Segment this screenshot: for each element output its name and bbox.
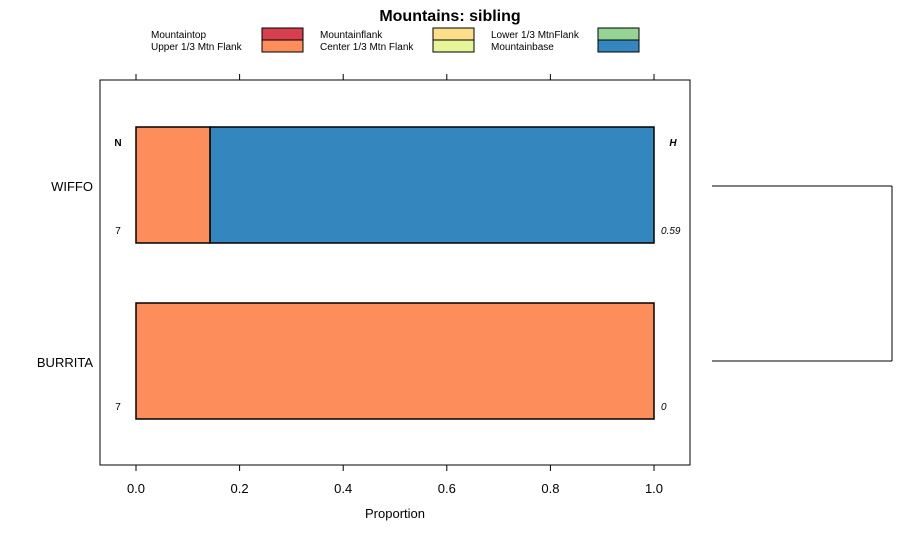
x-tick-label-3: 0.6 bbox=[438, 481, 456, 496]
category-label-burrita: BURRITA bbox=[37, 355, 93, 370]
legend-swatch-upper-1-3-mtn-flank bbox=[261, 39, 304, 53]
legend-swatch-mountaintop bbox=[261, 27, 304, 41]
n-column-header: N bbox=[114, 138, 121, 149]
h-label-wiffo: 0.59 bbox=[661, 226, 681, 237]
legend-label-center-1-3-mtn-flank: Center 1/3 Mtn Flank bbox=[320, 42, 414, 53]
x-tick-label-5: 1.0 bbox=[645, 481, 663, 496]
category-label-wiffo: WIFFO bbox=[51, 179, 93, 194]
bar-burrita-upper-1-3-mtn-flank bbox=[135, 302, 655, 420]
plot-frame bbox=[99, 79, 691, 466]
legend-label-mountainflank: Mountainflank bbox=[320, 30, 383, 41]
legend-label-upper-1-3-mtn-flank: Upper 1/3 Mtn Flank bbox=[151, 42, 243, 53]
h-label-burrita: 0 bbox=[661, 402, 667, 413]
x-axis-label: Proportion bbox=[365, 506, 425, 521]
legend-label-mountaintop: Mountaintop bbox=[151, 30, 206, 41]
x-tick-label-0: 0.0 bbox=[127, 481, 145, 496]
legend-label-mountainbase: Mountainbase bbox=[491, 42, 554, 53]
legend-swatch-lower-1-3-mtnflank bbox=[597, 27, 640, 41]
x-axis: 0.0 0.2 0.4 0.6 0.8 1.0 bbox=[127, 74, 663, 496]
bar-wiffo-upper-1-3-mtn-flank bbox=[135, 126, 211, 244]
bar-wiffo-mountainbase bbox=[209, 126, 655, 244]
dendrogram bbox=[712, 185, 893, 362]
x-tick-label-1: 0.2 bbox=[231, 481, 249, 496]
legend-swatch-mountainbase bbox=[597, 39, 640, 53]
legend-label-lower-1-3-mtnflank: Lower 1/3 MtnFlank bbox=[491, 30, 580, 41]
x-tick-label-2: 0.4 bbox=[334, 481, 352, 496]
n-label-wiffo: 7 bbox=[115, 226, 121, 237]
bars: WIFFO 7 0.59 BURRITA 7 0 bbox=[37, 126, 681, 420]
legend-swatch-center-1-3-mtn-flank bbox=[432, 39, 475, 53]
n-label-burrita: 7 bbox=[115, 402, 121, 413]
legend-swatch-mountainflank bbox=[432, 27, 475, 41]
chart-title: Mountains: sibling bbox=[379, 8, 520, 25]
h-column-header: H bbox=[669, 138, 677, 149]
x-tick-label-4: 0.8 bbox=[541, 481, 559, 496]
